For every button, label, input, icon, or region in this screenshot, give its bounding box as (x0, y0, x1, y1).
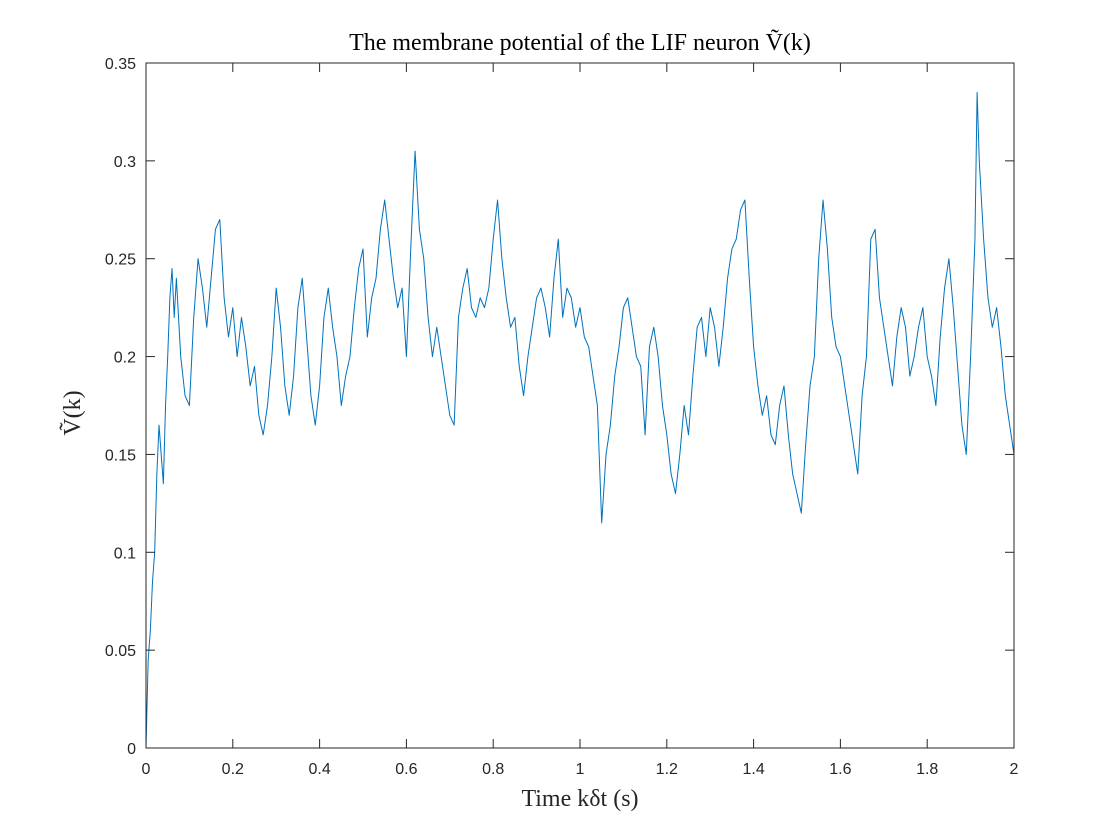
x-tick-label: 1.8 (916, 761, 938, 778)
y-tick-label: 0.25 (105, 252, 136, 269)
plot-area (145, 63, 1015, 749)
chart-title: The membrane potential of the LIF neuron… (349, 29, 811, 56)
x-tick-label: 1.4 (742, 761, 764, 778)
x-tick-label: 2 (1010, 761, 1019, 778)
x-tick-label: 0.4 (308, 761, 330, 778)
y-tick-label: 0.1 (114, 545, 136, 562)
y-axis: 0 0.05 0.1 0.15 0.2 0.25 0.3 0.35 (105, 56, 1014, 758)
y-tick-label: 0.2 (114, 350, 136, 367)
x-tick-label: 1.6 (829, 761, 851, 778)
x-tick-label: 0.6 (395, 761, 417, 778)
x-tick-label: 1 (576, 761, 585, 778)
x-tick-label: 0 (142, 761, 151, 778)
x-axis: 0 0.2 0.4 0.6 0.8 1 1.2 1.4 1.6 1.8 2 (142, 63, 1019, 778)
y-tick-label: 0.15 (105, 447, 136, 464)
axes-background (146, 63, 1014, 748)
y-tick-label: 0.05 (105, 643, 136, 660)
y-tick-label: 0.3 (114, 154, 136, 171)
y-tick-label: 0 (127, 741, 136, 758)
x-axis-label: Time kδt (s) (521, 786, 638, 812)
y-axis-label: Ṽ(k) (59, 390, 86, 435)
y-tick-label: 0.35 (105, 56, 136, 73)
x-tick-label: 0.2 (222, 761, 244, 778)
membrane-potential-series-line (145, 91, 1015, 749)
x-tick-label: 1.2 (656, 761, 678, 778)
x-tick-label: 0.8 (482, 761, 504, 778)
